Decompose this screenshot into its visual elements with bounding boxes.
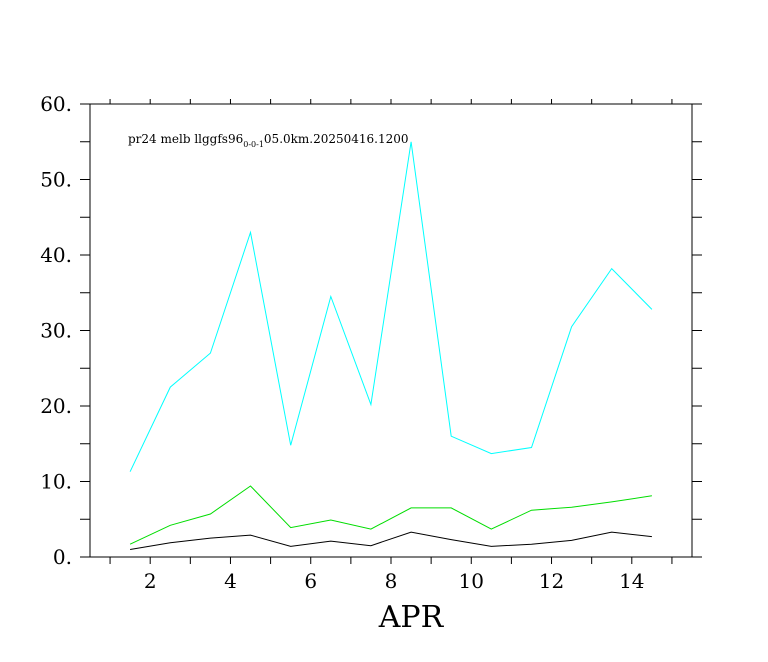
y-tick-label: 50. bbox=[40, 168, 72, 192]
title-main: pr24 melb llggfs96 bbox=[128, 132, 243, 146]
x-tick-label: 4 bbox=[224, 569, 237, 593]
series-line-1 bbox=[129, 141, 653, 472]
y-tick-labels: 0. 10. 20. 30. 40. 50. 60. bbox=[40, 92, 72, 569]
x-tick-label: 2 bbox=[144, 569, 157, 593]
y-tick-label: 60. bbox=[40, 92, 72, 116]
x-tick-labels: 2 4 6 8 10 12 14 bbox=[144, 569, 645, 593]
series-line-2 bbox=[129, 485, 652, 545]
x-tick-label: 14 bbox=[619, 569, 644, 593]
series-line-3 bbox=[130, 531, 652, 550]
plot-frame bbox=[89, 103, 693, 558]
y-tick-label: 30. bbox=[40, 319, 72, 343]
y-tick-label: 20. bbox=[40, 394, 72, 418]
chart-title: pr24 melb llggfs960-0-105.0km.20250416.1… bbox=[128, 132, 409, 149]
y-tick-label: 0. bbox=[53, 545, 72, 569]
title-tail: 05.0km.20250416.1200 bbox=[264, 132, 409, 146]
axis-ticks bbox=[80, 99, 702, 564]
series-lines bbox=[129, 141, 653, 550]
y-tick-label: 10. bbox=[40, 470, 72, 494]
x-axis-label: APR bbox=[378, 600, 445, 635]
x-tick-label: 8 bbox=[385, 569, 398, 593]
x-tick-label: 10 bbox=[459, 569, 484, 593]
title-subscript: 0-0-1 bbox=[243, 140, 264, 149]
y-tick-label: 40. bbox=[40, 243, 72, 267]
x-tick-label: 12 bbox=[539, 569, 564, 593]
x-tick-label: 6 bbox=[304, 569, 317, 593]
